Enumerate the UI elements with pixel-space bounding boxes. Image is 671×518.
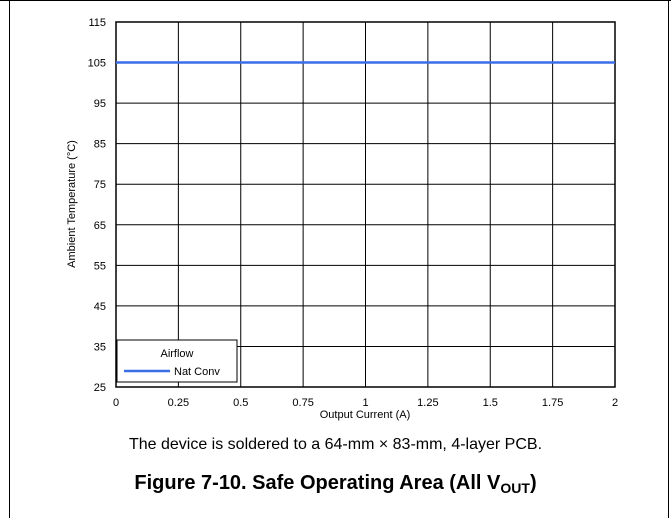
y-tick-label: 115	[88, 17, 106, 29]
legend-title: Airflow	[160, 348, 193, 360]
safe-operating-area-chart: 0 0.25 0.5 0.75 1 1.25 1.5 1.75 2 115 105 95 85 75 65 5…	[66, 17, 618, 421]
legend: Airflow Nat Conv	[116, 339, 238, 383]
x-axis-label: Output Current (A)	[320, 409, 410, 421]
y-tick-label: 35	[94, 341, 106, 353]
figure-caption: Figure 7-10. Safe Operating Area (All VO…	[0, 472, 671, 496]
y-tick-label: 95	[94, 98, 106, 110]
y-tick-label: 85	[94, 139, 106, 151]
y-tick-label: 105	[88, 58, 106, 70]
x-tick-label: 0.75	[292, 397, 313, 409]
chart-ticks: 0 0.25 0.5 0.75 1 1.25 1.5 1.75 2 115 105 95 85 75 65 5…	[88, 17, 618, 409]
x-tick-label: 1.5	[483, 397, 498, 409]
x-tick-label: 1.25	[417, 397, 438, 409]
figure-note: The device is soldered to a 64-mm × 83-m…	[128, 436, 543, 453]
frame-right-border	[668, 0, 669, 518]
x-tick-label: 0.25	[168, 397, 189, 409]
plot-area-border	[115, 21, 616, 388]
x-tick-label: 1	[362, 397, 368, 409]
caption-end: )	[529, 472, 537, 494]
y-tick-label: 25	[94, 382, 106, 394]
legend-box	[116, 339, 238, 383]
legend-entry-nat-conv: Nat Conv	[174, 366, 220, 378]
y-tick-label: 75	[94, 179, 106, 191]
x-tick-label: 2	[612, 397, 618, 409]
y-tick-label: 55	[94, 260, 106, 272]
caption-subscript: OUT	[500, 480, 530, 496]
frame-top-border	[0, 0, 671, 1]
y-tick-label: 45	[94, 301, 106, 313]
y-tick-label: 65	[94, 220, 106, 232]
x-tick-label: 0.5	[233, 397, 248, 409]
frame-left-border	[9, 0, 10, 518]
x-tick-label: 1.75	[542, 397, 563, 409]
y-axis-label: Ambient Temperature (°C)	[66, 140, 78, 268]
caption-main: Figure 7-10. Safe Operating Area (All V	[134, 472, 501, 494]
chart-grid	[115, 21, 616, 388]
x-tick-label: 0	[113, 397, 119, 409]
